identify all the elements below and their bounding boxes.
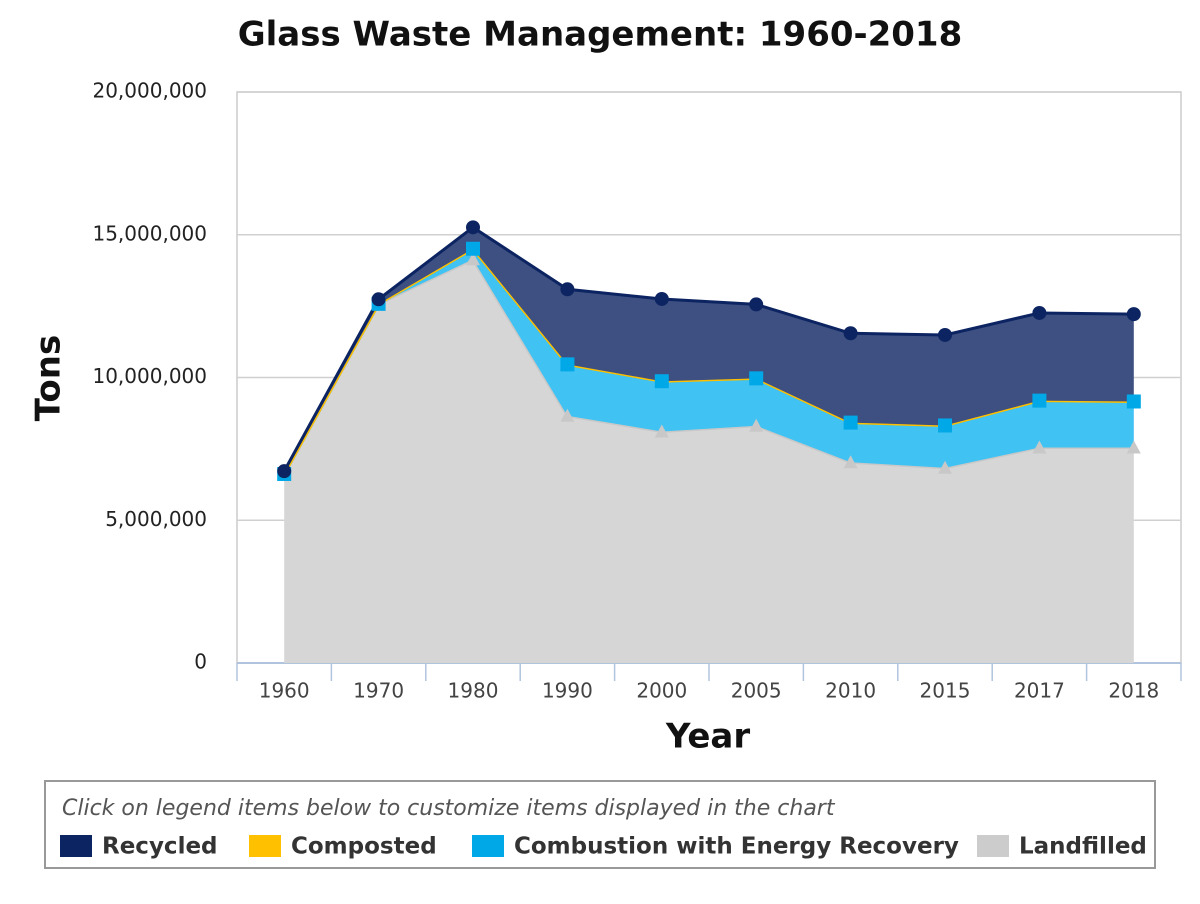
y-axis-title: Tons [29,335,69,421]
marker [1032,393,1047,408]
marker [843,326,858,341]
area [284,227,1134,474]
marker [277,464,292,479]
x-tick-label: 2000 [636,679,687,703]
area-line [282,225,1134,472]
marker [466,220,480,235]
marker [749,418,764,432]
marker [1126,394,1141,409]
marker [654,424,669,438]
marker [371,292,386,307]
marker [466,252,480,266]
marker [466,241,480,256]
marker [654,291,669,306]
legend-label[interactable]: Composted [291,834,437,860]
y-tick-label: 5,000,000 [105,507,207,531]
legend-swatch[interactable] [472,835,504,857]
x-tick-label: 1980 [448,679,499,703]
marker [938,460,952,474]
x-tick-label: 2018 [1108,679,1159,703]
area [284,259,1134,663]
y-tick-label: 0 [194,650,207,674]
marker [560,357,575,372]
marker [938,418,952,433]
marker [749,371,764,386]
x-tick-label: 2005 [731,679,782,703]
marker [560,408,575,422]
legend-label[interactable]: Combustion with Energy Recovery [514,834,959,860]
legend-item[interactable]: Combustion with Energy Recovery [472,834,959,860]
y-tick-label: 15,000,000 [92,221,207,245]
x-tick-label: 1990 [542,679,593,703]
x-tick-label: 2015 [920,679,971,703]
legend-item[interactable]: Recycled [60,834,218,860]
legend-box [44,780,1156,869]
y-tick-label: 10,000,000 [92,364,207,388]
legend-label[interactable]: Landfilled [1019,834,1147,860]
x-tick-label: 1960 [259,679,310,703]
marker [843,455,858,469]
legend-note: Click on legend items below to customize… [62,796,836,821]
marker [938,327,952,342]
x-axis-title: Year [665,717,751,757]
legend-swatch[interactable] [249,835,281,857]
legend-label[interactable]: Recycled [102,834,218,860]
marker [1032,440,1047,454]
marker [749,297,764,312]
marker [843,415,858,430]
chart-title: Glass Waste Management: 1960-2018 [238,15,963,55]
legend-swatch[interactable] [60,835,92,857]
legend-item[interactable]: Landfilled [977,834,1147,860]
marker [654,374,669,389]
x-tick-label: 2017 [1014,679,1065,703]
x-tick-label: 1970 [353,679,404,703]
marker [560,282,575,297]
marker [1126,307,1141,322]
legend-swatch[interactable] [977,835,1009,857]
x-tick-label: 2010 [825,679,876,703]
legend-item[interactable]: Composted [249,834,437,860]
y-tick-label: 20,000,000 [92,79,207,103]
marker [1032,305,1047,320]
marker [1126,440,1141,454]
